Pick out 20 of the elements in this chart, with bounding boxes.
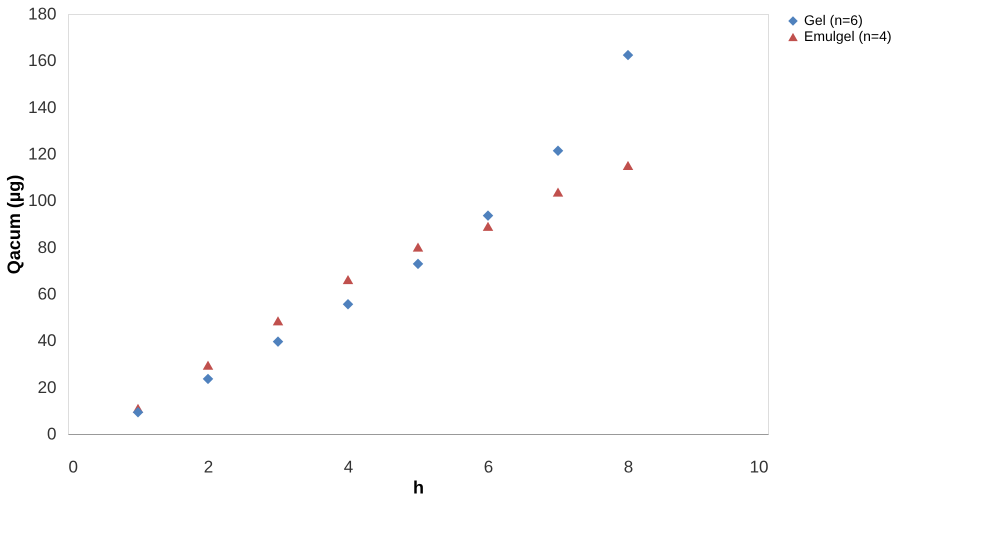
y-tick-label: 160 — [28, 51, 56, 70]
x-tick-label: 2 — [204, 458, 214, 476]
x-tick-label: 10 — [750, 458, 768, 476]
y-tick-label: 60 — [38, 284, 56, 304]
y-tick-label: 100 — [28, 191, 56, 210]
y-tick-label: 80 — [38, 238, 56, 257]
y-tick-label: 120 — [28, 144, 56, 164]
y-tick-label: 40 — [38, 331, 56, 350]
legend-label: Emulgel (n=4) — [804, 28, 892, 44]
legend-label: Gel (n=6) — [804, 12, 863, 28]
x-tick-label: 0 — [68, 458, 78, 476]
y-axis-title: Qacum (µg) — [4, 174, 24, 274]
x-tick-label: 4 — [344, 458, 354, 476]
y-tick-label: 140 — [28, 98, 56, 117]
x-axis-title: h — [413, 478, 424, 498]
y-tick-label: 20 — [38, 378, 56, 397]
x-tick-label: 6 — [484, 458, 494, 476]
x-tick-label: 8 — [624, 458, 634, 476]
y-tick-label: 180 — [28, 4, 56, 24]
y-tick-label: 0 — [47, 424, 56, 444]
